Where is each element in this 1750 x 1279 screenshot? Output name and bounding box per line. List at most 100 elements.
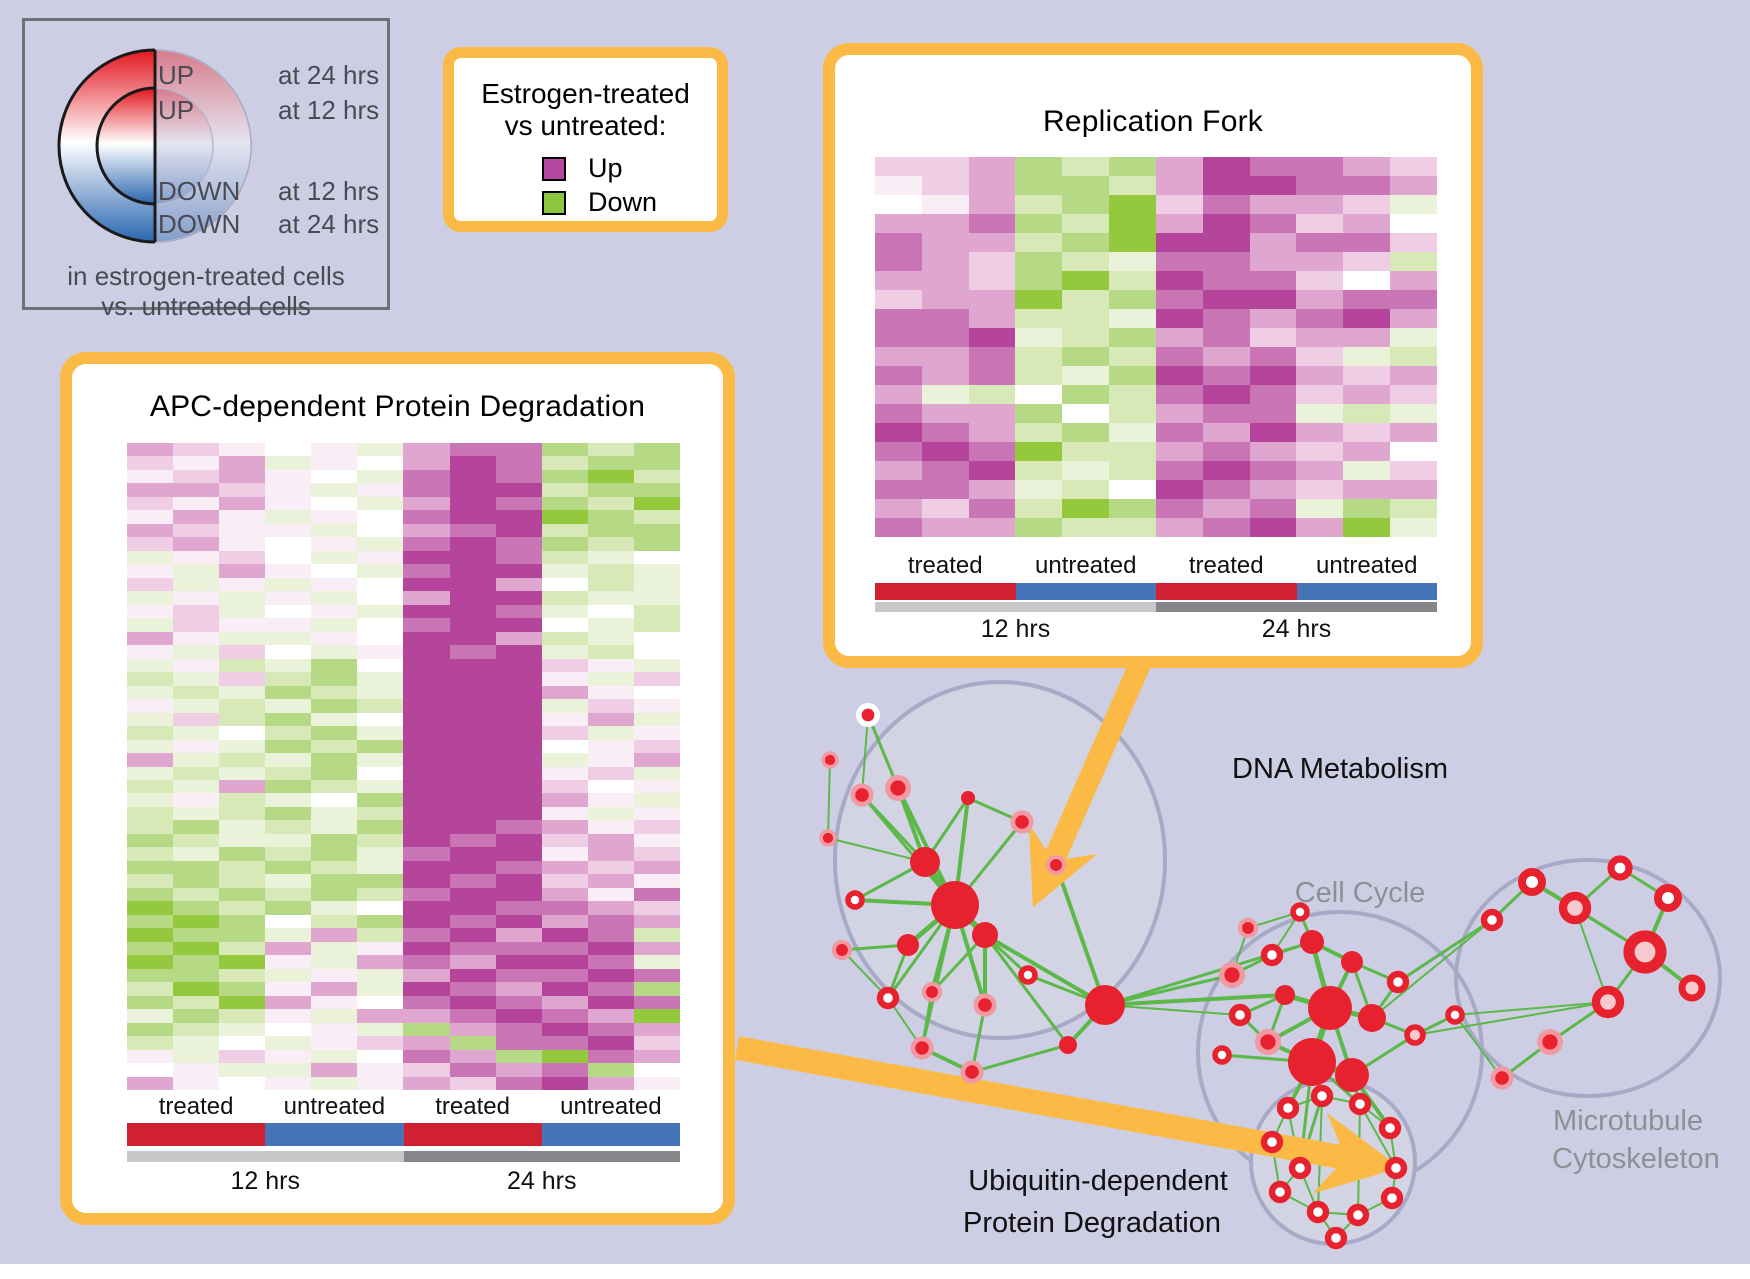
heatmap-cell: [541, 510, 588, 524]
heatmap-cell: [311, 510, 358, 524]
heatmap-cell: [633, 1036, 680, 1050]
network-label-microtubule-line2: Cytoskeleton: [1552, 1143, 1720, 1175]
network-node: [1306, 1200, 1330, 1224]
legend-time-24: at 24 hrs: [278, 60, 380, 90]
network-edge: [1311, 1059, 1353, 1078]
heatmap-cell: [1390, 309, 1437, 328]
heatmap-cell: [541, 914, 588, 929]
heatmap-cell: [1155, 309, 1203, 328]
heatmap-cell: [1390, 518, 1437, 537]
network-edge: [1271, 1141, 1281, 1193]
network-node: [890, 780, 906, 796]
heatmap-cell: [541, 928, 588, 942]
heatmap-cell: [127, 1076, 174, 1090]
heatmap-cell: [587, 806, 634, 821]
annotation-bar-segment: [403, 1123, 542, 1146]
heatmap-cell: [173, 1036, 220, 1050]
heatmap-cell: [265, 1063, 312, 1077]
heatmap-cell: [357, 820, 404, 834]
heatmap-cell: [311, 685, 358, 700]
heatmap-cell: [968, 404, 1016, 423]
heatmap-cell: [1202, 366, 1250, 385]
heatmap-cell: [587, 739, 634, 754]
heatmap-cell: [127, 469, 174, 484]
heatmap-cell: [311, 672, 358, 686]
heatmap-cell: [449, 658, 496, 673]
heatmap-cell: [173, 443, 220, 457]
heatmap-cell: [357, 833, 404, 848]
heatmap-cell: [403, 753, 450, 767]
heatmap-cell: [587, 685, 634, 700]
network-node: [897, 934, 919, 956]
heatmap-cell: [403, 793, 450, 807]
network-node: [1045, 854, 1067, 876]
heatmap-cell: [311, 820, 358, 834]
heatmap-cell: [541, 968, 588, 983]
heatmap-cell: [127, 968, 174, 983]
heatmap-cell: [587, 658, 634, 673]
network-edge: [1239, 993, 1286, 1017]
heatmap-cell: [1015, 309, 1063, 328]
apc-heatmap: [127, 443, 680, 1090]
heatmap-cell: [449, 443, 496, 457]
heatmap-cell: [541, 1036, 588, 1050]
heatmap-cell: [1343, 404, 1391, 423]
heatmap-cell: [1202, 423, 1250, 442]
heatmap-cell: [1062, 233, 1110, 252]
heatmap-cell: [127, 577, 174, 592]
heatmap-cell: [633, 941, 680, 956]
heatmap-cell: [403, 631, 450, 646]
network-node: [819, 829, 837, 847]
rf-group-untreated-2: untreated: [1316, 552, 1418, 579]
heatmap-cell: [1109, 423, 1156, 442]
heatmap-cell: [311, 1076, 358, 1090]
heatmap-cell: [541, 1063, 588, 1077]
heatmap-cell: [403, 604, 450, 619]
heatmap-cell: [357, 672, 404, 686]
heatmap-cell: [541, 658, 588, 673]
heatmap-cell: [495, 537, 542, 551]
heatmap-cell: [403, 928, 450, 942]
heatmap-cell: [1015, 423, 1063, 442]
heatmap-cell: [449, 928, 496, 942]
legend-faded-half: [155, 50, 251, 242]
heatmap-cell: [449, 483, 496, 497]
network-node: [1324, 1226, 1348, 1250]
network-edge: [1104, 1004, 1241, 1016]
heatmap-cell: [1390, 252, 1437, 271]
heatmap-cell: [127, 564, 174, 578]
heatmap-cell: [173, 779, 220, 794]
heatmap-cell: [173, 604, 220, 619]
heatmap-cell: [403, 995, 450, 1010]
heatmap-cell: [173, 766, 220, 780]
heatmap-cell: [1062, 290, 1110, 309]
heatmap-cell: [127, 779, 174, 794]
heatmap-cell: [1109, 309, 1156, 328]
heatmap-cell: [449, 591, 496, 605]
heatmap-cell: [495, 766, 542, 780]
heatmap-cell: [1202, 176, 1250, 195]
heatmap-cell: [403, 469, 450, 484]
heatmap-cell: [265, 469, 312, 484]
heatmap-cell: [968, 366, 1016, 385]
heatmap-cell: [541, 887, 588, 902]
heatmap-cell: [495, 483, 542, 497]
network-node: [1518, 868, 1546, 896]
annotation-bar-segment: [875, 602, 1156, 612]
heatmap-cell: [173, 1063, 220, 1077]
heatmap-cell: [357, 914, 404, 929]
heatmap-cell: [311, 577, 358, 592]
network-edge: [983, 933, 1107, 1007]
heatmap-cell: [265, 806, 312, 821]
heatmap-cell: [127, 793, 174, 807]
network-node: [1335, 1058, 1369, 1092]
replication-fork-title: Replication Fork: [1043, 105, 1263, 138]
heatmap-cell: [449, 712, 496, 727]
network-edge: [1298, 1095, 1324, 1169]
heatmap-cell: [1390, 214, 1437, 233]
heatmap-cell: [357, 1036, 404, 1050]
network-edge: [953, 821, 1024, 906]
heatmap-cell: [587, 510, 634, 524]
heatmap-cell: [1062, 252, 1110, 271]
heatmap-cell: [1109, 214, 1156, 233]
